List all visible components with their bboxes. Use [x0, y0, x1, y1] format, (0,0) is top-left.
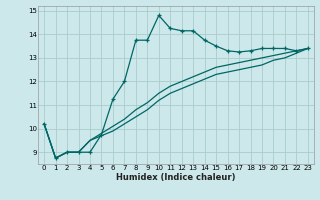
X-axis label: Humidex (Indice chaleur): Humidex (Indice chaleur)	[116, 173, 236, 182]
